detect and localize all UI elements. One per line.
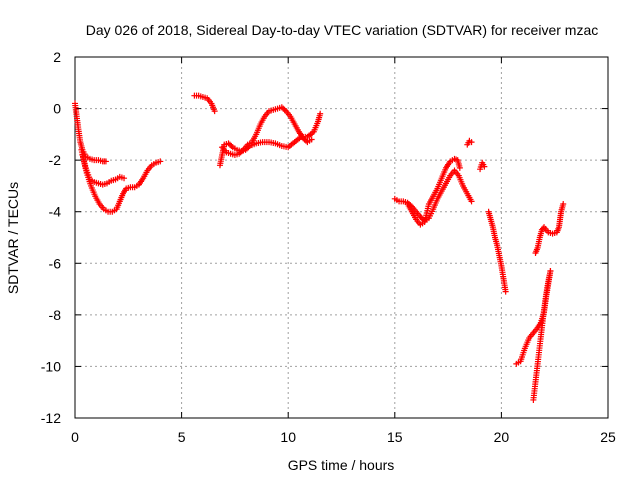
- y-tick-label: -12: [41, 410, 61, 426]
- data-point: [102, 158, 109, 165]
- chart-title: Day 026 of 2018, Sidereal Day-to-day VTE…: [86, 22, 599, 38]
- data-point: [121, 175, 128, 182]
- data-point: [308, 136, 315, 143]
- y-tick-label: -8: [49, 307, 62, 323]
- y-tick-label: -10: [41, 358, 61, 374]
- x-tick-label: 5: [178, 429, 186, 445]
- data-point: [547, 268, 554, 275]
- x-axis-label: GPS time / hours: [288, 457, 395, 473]
- y-axis-label: SDTVAR / TECUs: [5, 182, 21, 294]
- y-tick-label: -2: [49, 152, 62, 168]
- data-point: [481, 163, 488, 170]
- x-tick-label: 0: [71, 429, 79, 445]
- plot-area: [74, 56, 609, 419]
- y-tick-label: -6: [49, 255, 62, 271]
- y-tick-label: -4: [49, 204, 62, 220]
- x-tick-label: 25: [600, 429, 616, 445]
- data-point: [468, 139, 475, 146]
- grid: [75, 57, 608, 418]
- data-point: [560, 200, 567, 207]
- x-tick-label: 20: [494, 429, 510, 445]
- y-tick-label: 2: [53, 49, 61, 65]
- data-point: [317, 110, 324, 117]
- x-tick-label: 10: [280, 429, 296, 445]
- data-point: [211, 108, 218, 115]
- x-tick-label: 15: [387, 429, 403, 445]
- data-point: [468, 198, 475, 205]
- data-point: [157, 158, 164, 165]
- y-tick-label: 0: [53, 101, 61, 117]
- data-point: [502, 288, 509, 295]
- data-point: [456, 164, 463, 171]
- data-points: [72, 92, 567, 403]
